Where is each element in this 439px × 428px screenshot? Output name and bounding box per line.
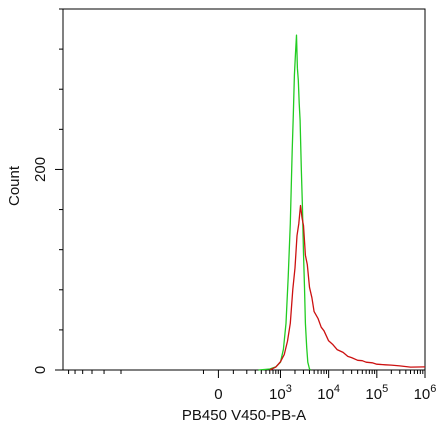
y-tick-label: 0	[32, 366, 49, 374]
x-tick-label: 0	[214, 386, 222, 403]
series-line-1	[258, 34, 311, 371]
series-layer	[258, 34, 426, 371]
y-tick-label: 200	[32, 157, 49, 182]
x-tick-label: 104	[317, 383, 340, 403]
x-tick-label: 106	[414, 383, 437, 403]
y-axis-title: Count	[6, 165, 23, 206]
x-tick-label: 105	[365, 383, 388, 403]
x-axis: 0 103 104 105 106	[68, 370, 437, 403]
x-tick-label: 103	[269, 383, 292, 403]
series-line-2	[269, 204, 426, 371]
y-axis: 0 200	[32, 8, 63, 374]
x-axis-title: PB450 V450-PB-A	[182, 407, 306, 424]
plot-frame	[62, 8, 426, 371]
